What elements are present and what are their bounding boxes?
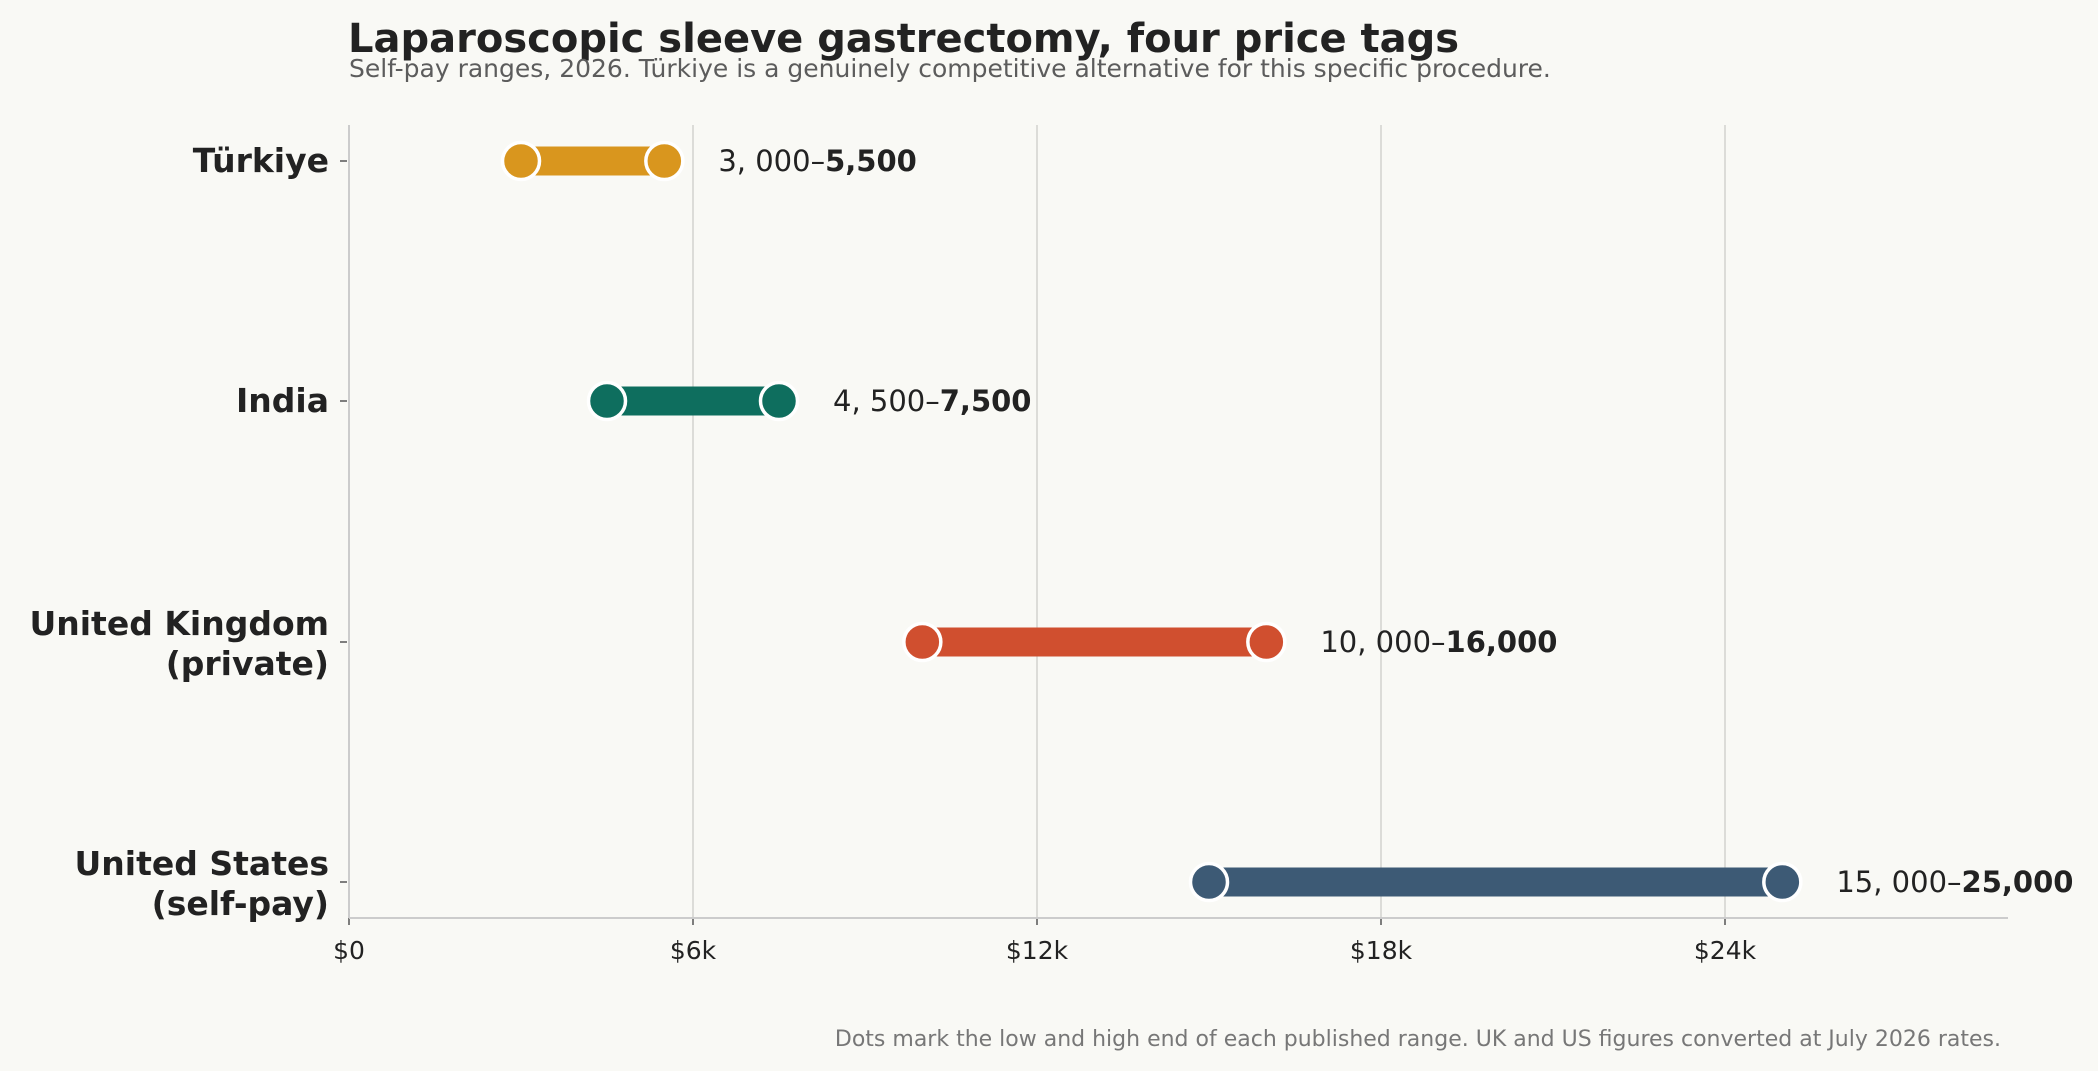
range-high-text: 25,000 — [1962, 865, 2074, 899]
chart-subtitle: Self-pay ranges, 2026. Türkiye is a genu… — [349, 54, 1551, 83]
range-high-text: 7,500 — [940, 384, 1032, 418]
range-low-text: 4, 500– — [833, 384, 940, 418]
category-label: (private) — [166, 644, 329, 683]
low-dot — [586, 380, 628, 422]
category-labels: Türkiye India United Kingdom(private) Unite… — [29, 141, 329, 923]
low-dot — [500, 140, 542, 182]
x-tick-label: $18k — [1350, 936, 1413, 965]
range-value-label: 10, 000–16,000 — [1320, 625, 1557, 659]
footnote: Dots mark the low and high end of each p… — [835, 1027, 2001, 1052]
range-high-text: 16,000 — [1446, 625, 1558, 659]
category-label: India — [236, 381, 329, 420]
grid-lines — [348, 125, 1726, 918]
range-value-label: 15, 000–25,000 — [1836, 865, 2073, 899]
range-low-text: 10, 000– — [1320, 625, 1445, 659]
high-dot — [1246, 621, 1287, 663]
high-dot — [1762, 861, 1803, 903]
x-tick-label: $12k — [1006, 936, 1069, 965]
range-low-text: 3, 000– — [718, 144, 825, 178]
range-low-text: 15, 000– — [1836, 865, 1961, 899]
high-dot — [758, 380, 800, 422]
range-value-label: 3, 000–5,500 — [718, 144, 916, 178]
low-dot — [902, 621, 943, 663]
x-tick-label: $6k — [670, 936, 717, 965]
data-marks: 3, 000–5,500 4, 500–7,500 10, 000–16,000 15… — [500, 140, 2073, 903]
x-tick-label: $0 — [333, 936, 365, 965]
range-value-label: 4, 500–7,500 — [833, 384, 1031, 418]
category-label: United Kingdom — [29, 604, 329, 643]
category-label: Türkiye — [193, 141, 329, 180]
axes: $0 $6k $12k $18k $24k — [333, 125, 2008, 965]
chart-title: Laparoscopic sleeve gastrectomy, four pr… — [348, 16, 1459, 62]
low-dot — [1188, 861, 1230, 903]
high-dot — [644, 140, 685, 182]
range-high-text: 5,500 — [825, 144, 917, 178]
category-label: United States — [75, 844, 329, 883]
x-tick-label: $24k — [1694, 936, 1757, 965]
category-label: (self-pay) — [152, 884, 329, 923]
